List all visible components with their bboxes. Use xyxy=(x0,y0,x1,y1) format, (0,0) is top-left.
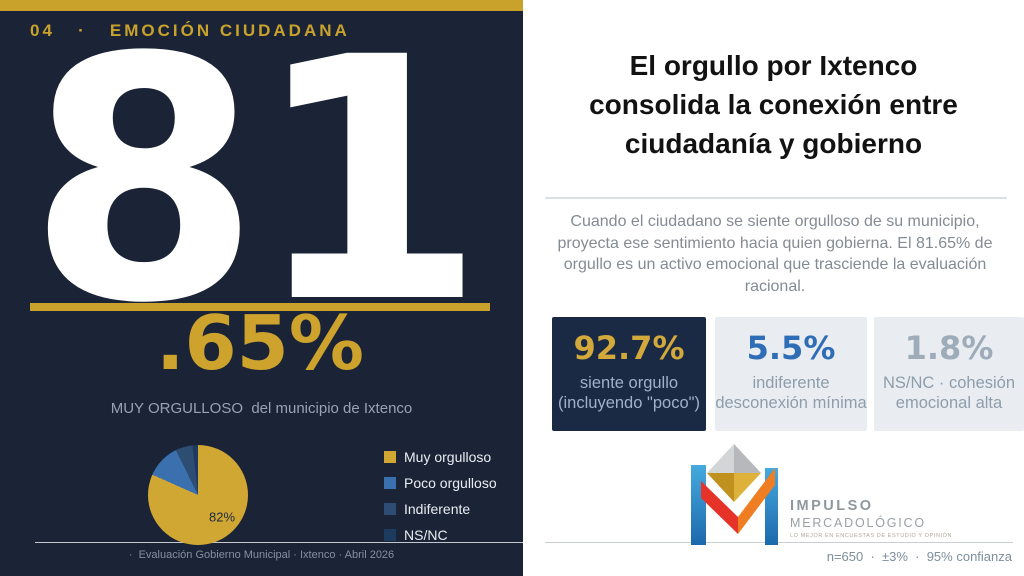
insight-title-line: El orgullo por Ixtenco xyxy=(629,50,918,81)
headline-number: 81 xyxy=(27,0,485,377)
legend-swatch xyxy=(384,451,396,463)
stat-caption-line: NS/NC · cohesión xyxy=(882,374,1016,392)
pie-graphic xyxy=(148,445,248,545)
stat-card-siente-orgullo: 92.7% siente orgullo (incluyendo "poco") xyxy=(552,317,706,431)
logo-brand-line2: MERCADOLÓGICO xyxy=(790,516,926,530)
left-footer-rule xyxy=(35,542,523,543)
legend-label: Poco orgulloso xyxy=(404,475,497,491)
pie-chart: 82% xyxy=(148,445,248,545)
legend-label: Muy orgulloso xyxy=(404,449,492,465)
title-divider xyxy=(545,197,1007,199)
logo-tagline: LO MEJOR EN ENCUESTAS DE ESTUDIO Y OPINI… xyxy=(790,533,953,539)
stat-caption-line: indiferente xyxy=(752,374,830,392)
metric-label: MUY ORGULLOSO del municipio de Ixtenco xyxy=(110,400,413,417)
legend-item: Muy orgulloso xyxy=(384,448,497,466)
right-panel: El orgullo por Ixtenco consolida la cone… xyxy=(523,0,1024,576)
section-label: 04 · EMOCIÓN CIUDADANA xyxy=(30,21,350,40)
stat-caption: siente orgullo (incluyendo "poco") xyxy=(552,373,706,413)
legend-swatch xyxy=(384,477,396,489)
pie-legend: Muy orgulloso Poco orgulloso Indiferente NS… xyxy=(384,448,497,552)
legend-item: Indiferente xyxy=(384,500,497,518)
left-panel: 04 · EMOCIÓN CIUDADANA 81 .65% MUY ORGUL… xyxy=(0,0,523,576)
footer-right: n=650 · ±3% · 95% confianza xyxy=(826,549,1012,564)
legend-swatch xyxy=(384,503,396,515)
insight-title-line: ciudadanía y gobierno xyxy=(624,128,923,159)
stat-caption-line: siente orgullo xyxy=(579,374,679,392)
stat-value: 5.5% xyxy=(746,329,836,367)
stat-caption-line: emocional alta xyxy=(895,394,1003,412)
legend-item: Poco orgulloso xyxy=(384,474,497,492)
stat-caption-line: desconexión mínima xyxy=(715,394,867,412)
impulso-logo: IMPULSO MERCADOLÓGICO LO MEJOR EN ENCUES… xyxy=(689,441,952,546)
legend-swatch xyxy=(384,529,396,541)
right-footer-rule xyxy=(545,542,1013,543)
pie-data-label: 82% xyxy=(208,509,236,525)
impulso-logo-text: IMPULSO MERCADOLÓGICO LO MEJOR EN ENCUES… xyxy=(790,441,952,546)
stat-card-nsnc: 1.8% NS/NC · cohesión emocional alta xyxy=(874,317,1024,431)
legend-label: NS/NC xyxy=(404,527,448,543)
gold-divider-line xyxy=(30,303,490,311)
stat-card-indiferente: 5.5% indiferente desconexión mínima xyxy=(715,317,867,431)
legend-item: NS/NC xyxy=(384,526,497,544)
impulso-logo-m-icon xyxy=(691,444,778,545)
logo-brand-line1: IMPULSO xyxy=(790,498,874,514)
stat-value: 92.7% xyxy=(573,329,685,367)
legend-label: Indiferente xyxy=(404,501,471,517)
stat-value: 1.8% xyxy=(904,329,994,367)
insight-paragraph: Cuando el ciudadano se siente orgulloso … xyxy=(557,213,993,295)
top-accent-bar xyxy=(0,0,523,11)
headline-decimal: .65% xyxy=(155,299,364,387)
footer-left: · Evaluación Gobierno Municipal · Ixtenc… xyxy=(128,549,395,561)
stat-caption-line: (incluyendo "poco") xyxy=(558,394,700,412)
insight-title: El orgullo por Ixtenco consolida la cone… xyxy=(541,46,1006,163)
stat-caption: indiferente desconexión mínima xyxy=(715,373,867,413)
stat-caption: NS/NC · cohesión emocional alta xyxy=(874,373,1024,413)
insight-title-line: consolida la conexión entre xyxy=(589,89,958,120)
